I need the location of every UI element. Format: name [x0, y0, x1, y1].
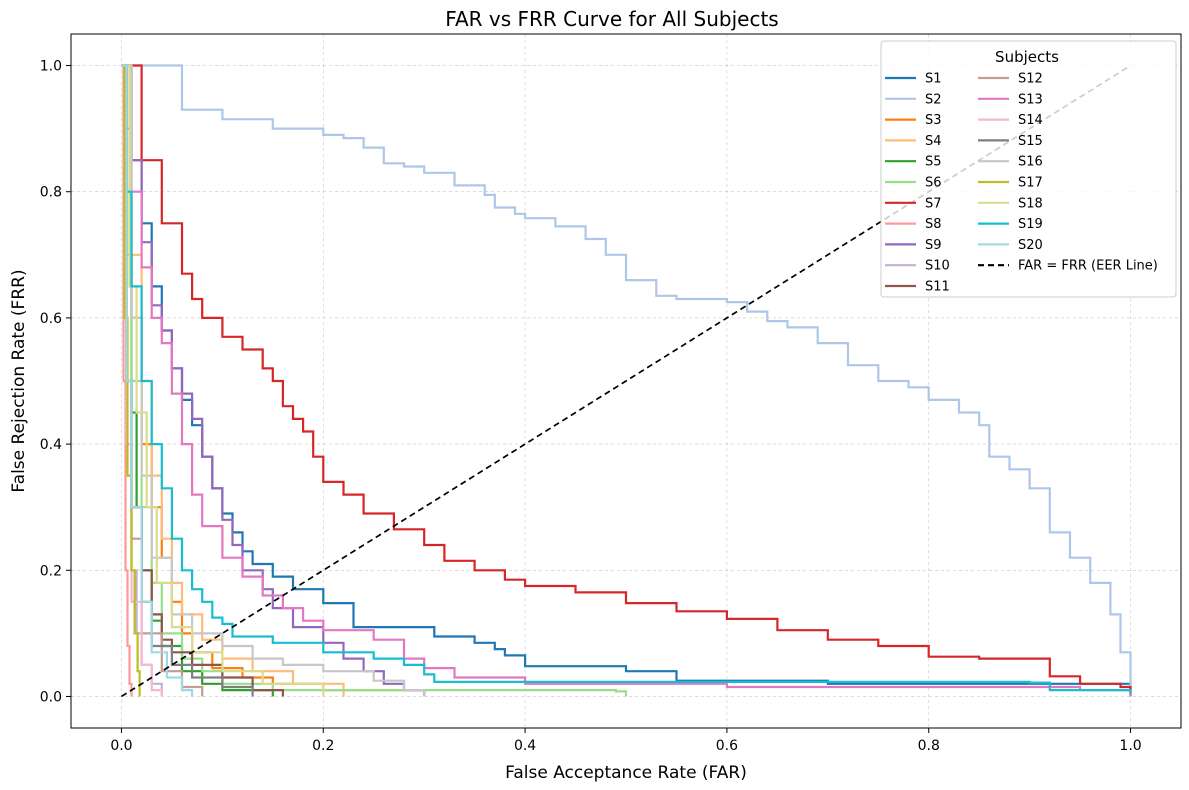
legend-box: [880, 40, 1177, 298]
axis-ticks: 0.0 0.2 0.4 0.6 0.8 1.0 0.0 0.2 0.4 0.6 0.8 1.0: [40, 59, 1142, 754]
legend-label: S13: [1018, 92, 1043, 107]
series-line-s7: [121, 64, 1132, 697]
legend-label: S16: [1018, 155, 1043, 170]
legend-title: Subjects: [995, 48, 1059, 66]
legend-label: S11: [925, 280, 950, 295]
legend: Subjects S1S2S3S4S5S6S7S8S9S10S11S12S13S…: [880, 40, 1177, 298]
x-tick-label: 1.0: [1119, 738, 1141, 754]
legend-label: S15: [1018, 134, 1043, 149]
series-line-s6: [121, 64, 628, 697]
legend-label: S4: [925, 134, 942, 149]
legend-label: S6: [925, 176, 942, 191]
series-line-s2: [121, 64, 1132, 697]
x-axis-title: False Acceptance Rate (FAR): [505, 763, 747, 783]
x-tick-label: 0.0: [110, 738, 132, 754]
legend-label: S7: [925, 196, 942, 211]
x-tick-label: 0.4: [514, 738, 536, 754]
legend-label: S14: [1018, 113, 1043, 128]
y-tick-label: 0.4: [40, 437, 62, 453]
legend-label: S3: [925, 113, 942, 128]
legend-label: S2: [925, 92, 942, 107]
series-line-s13: [121, 64, 1132, 697]
legend-label: S9: [925, 238, 942, 253]
legend-label: S10: [925, 259, 950, 274]
y-axis-title: False Rejection Rate (FRR): [9, 269, 29, 492]
series-line-s16: [121, 64, 426, 697]
plot-frame: [70, 33, 1182, 729]
legend-label: S12: [1018, 72, 1043, 87]
legend-label: S1: [925, 72, 942, 87]
legend-label: S17: [1018, 176, 1043, 191]
series-line-s9: [121, 64, 426, 697]
x-tick-label: 0.2: [312, 738, 334, 754]
x-tick-label: 0.8: [918, 738, 940, 754]
legend-label: S8: [925, 217, 942, 232]
x-tick-label: 0.6: [716, 738, 738, 754]
legend-label: S20: [1018, 238, 1043, 253]
legend-label: FAR = FRR (EER Line): [1018, 259, 1158, 274]
series-line-s17: [121, 64, 141, 697]
series-line-s20: [121, 64, 194, 697]
legend-label: S5: [925, 155, 942, 170]
legend-label: S19: [1018, 217, 1043, 232]
y-tick-label: 1.0: [40, 59, 62, 75]
legend-label: S18: [1018, 196, 1043, 211]
series-line-s19: [121, 64, 1132, 694]
chart-title: FAR vs FRR Curve for All Subjects: [445, 7, 778, 31]
y-tick-label: 0.8: [40, 185, 62, 201]
legend-items: S1 S2 S3 S4 S5 S6 S7 S8 S9 S10 S11 S12 S13 S14 S15 S16 S…: [885, 72, 1158, 295]
y-tick-label: 0.6: [40, 311, 62, 327]
y-tick-label: 0.0: [40, 689, 62, 705]
y-tick-label: 0.2: [40, 563, 62, 579]
series-lines: [121, 64, 1132, 698]
